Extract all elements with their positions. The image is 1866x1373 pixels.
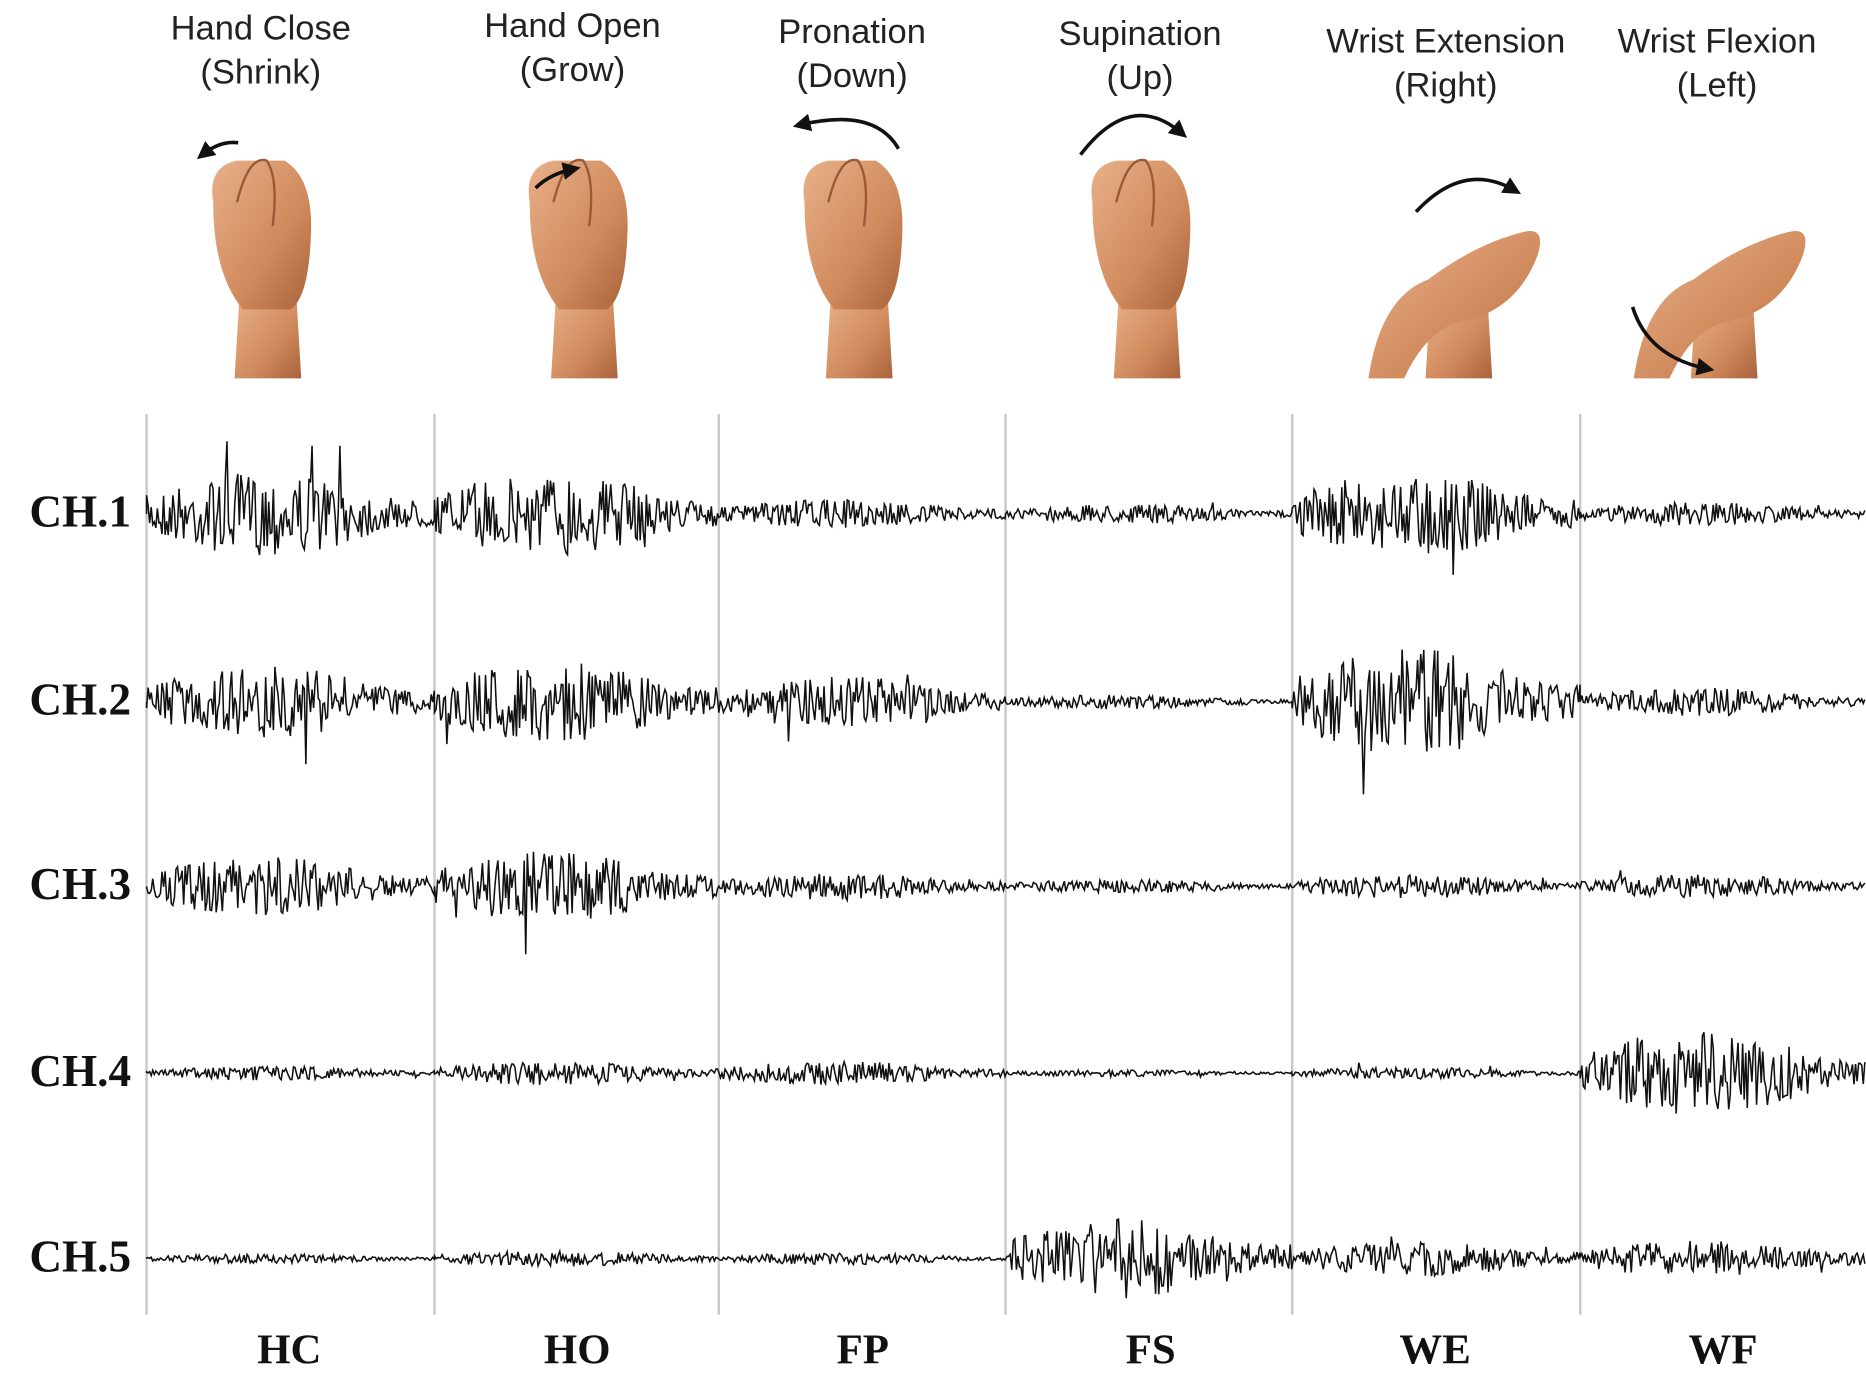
hand-palm: [1368, 231, 1541, 379]
emg-trace: [145, 441, 1866, 575]
gesture-name: Hand Close: [171, 9, 351, 47]
gesture-direction: (Shrink): [200, 53, 321, 91]
gesture-name: Wrist Flexion: [1618, 22, 1817, 60]
channel-label: CH.3: [29, 859, 131, 909]
gesture-direction: (Down): [797, 57, 908, 95]
hand-icon: [212, 158, 312, 379]
emg-trace: [145, 851, 1866, 955]
hand-icon: [1368, 231, 1541, 379]
gesture-name: Wrist Extension: [1326, 22, 1565, 60]
hand-icon: [803, 158, 903, 379]
gesture-arrow: [1630, 306, 1715, 376]
gesture-direction: (Right): [1394, 66, 1498, 104]
channel-label: CH.2: [29, 675, 131, 725]
hand-icon: [528, 158, 628, 379]
hand-wrist: [234, 297, 302, 379]
emg-trace: [145, 1031, 1866, 1114]
hand-palm: [212, 160, 312, 310]
gesture-direction: (Grow): [520, 51, 625, 89]
hand-icon: [1091, 158, 1191, 379]
hand-palm: [1091, 160, 1191, 310]
gesture-code: FP: [837, 1326, 889, 1373]
hand-finger: [235, 158, 276, 227]
gesture-arrow: [1414, 177, 1521, 213]
hand-wrist: [1113, 297, 1181, 379]
gesture-direction: (Left): [1677, 66, 1758, 104]
gesture-arrow: [1079, 113, 1188, 156]
gesture-code: FS: [1126, 1326, 1176, 1373]
hand-palm: [1633, 231, 1806, 379]
gesture-arrow: [196, 140, 239, 160]
hand-palm: [803, 160, 903, 310]
gesture-direction: (Up): [1106, 59, 1173, 97]
hand-wrist: [825, 297, 893, 379]
gesture-arrow: [534, 162, 581, 190]
channel-label: CH.5: [29, 1232, 131, 1282]
gesture-code: HO: [544, 1326, 611, 1373]
gesture-code: WF: [1689, 1326, 1758, 1373]
hand-finger: [827, 158, 868, 227]
hand-icon: [1633, 231, 1806, 379]
gesture-name: Hand Open: [484, 7, 660, 45]
emg-trace: [145, 649, 1866, 795]
gesture-code: WE: [1399, 1326, 1470, 1373]
emg-trace: [145, 1218, 1866, 1299]
channel-label: CH.4: [29, 1046, 131, 1096]
gesture-code: HC: [257, 1326, 321, 1373]
channel-label: CH.1: [29, 487, 131, 537]
hand-wrist: [551, 297, 618, 379]
gesture-name: Supination: [1058, 15, 1221, 53]
gesture-arrow: [792, 113, 901, 150]
gesture-name: Pronation: [778, 13, 926, 51]
hand-finger: [1115, 158, 1156, 227]
